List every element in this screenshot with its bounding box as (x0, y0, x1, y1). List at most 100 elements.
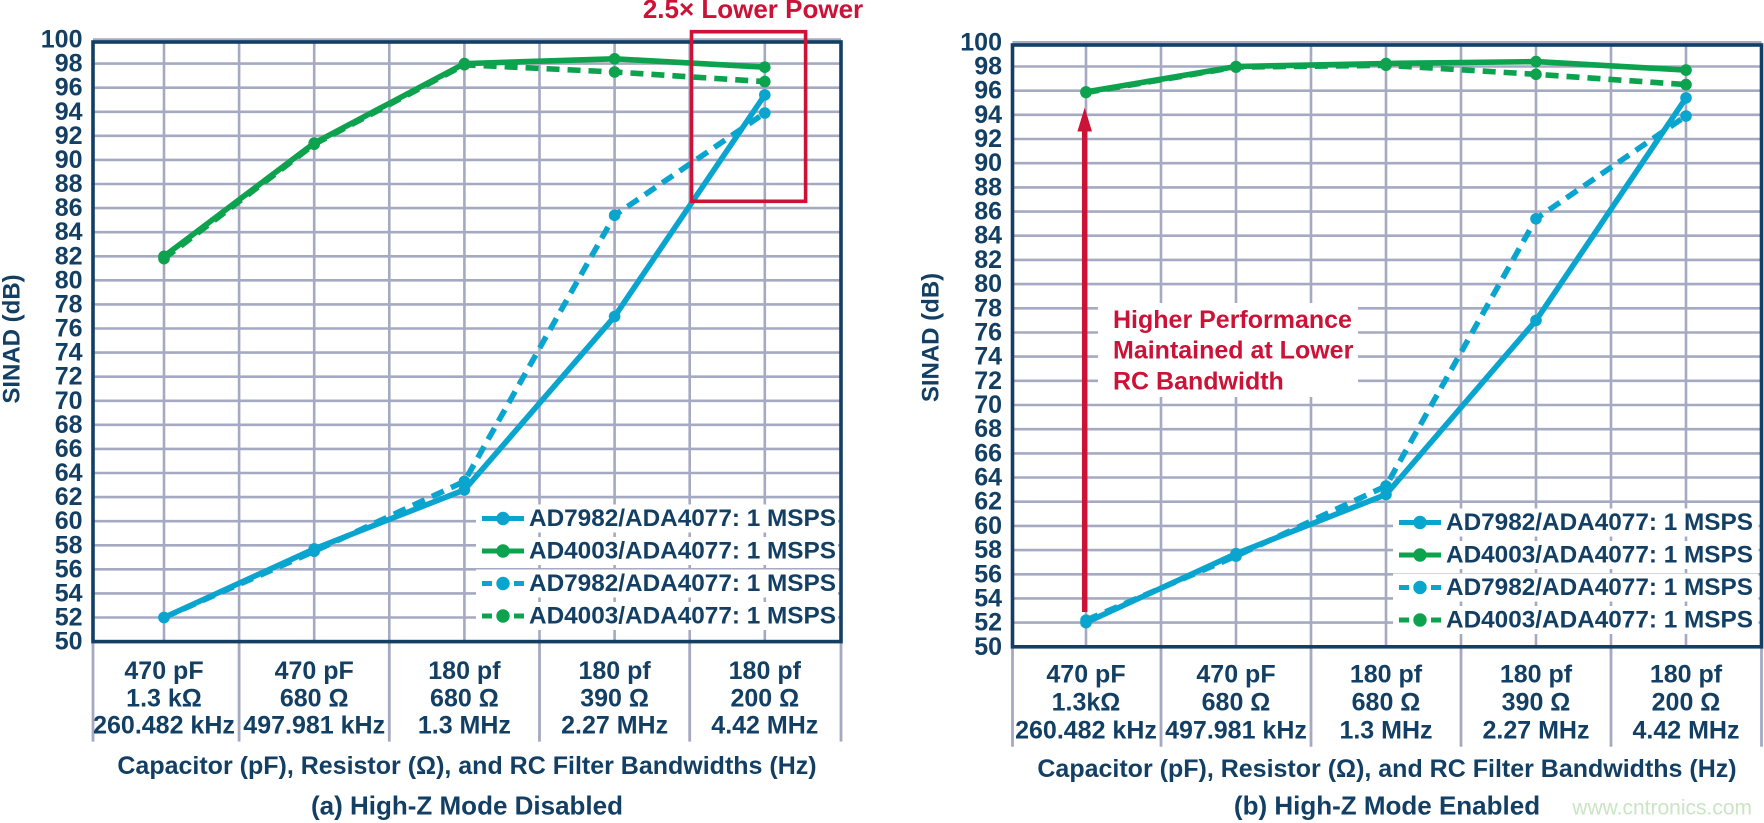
svg-text:390 Ω: 390 Ω (580, 684, 649, 712)
svg-text:78: 78 (55, 290, 83, 318)
svg-text:680 Ω: 680 Ω (1202, 689, 1271, 717)
svg-text:54: 54 (974, 584, 1002, 612)
svg-text:4.42 MHz: 4.42 MHz (1633, 717, 1740, 745)
svg-text:82: 82 (974, 246, 1002, 274)
svg-text:390 Ω: 390 Ω (1502, 689, 1571, 717)
svg-text:80: 80 (974, 270, 1002, 298)
svg-text:58: 58 (974, 536, 1002, 564)
svg-text:66: 66 (974, 439, 1002, 467)
svg-text:SINAD (dB): SINAD (dB) (0, 274, 26, 403)
svg-text:AD7982/ADA4077: 1 MSPS: AD7982/ADA4077: 1 MSPS (1446, 509, 1753, 536)
svg-text:52: 52 (55, 604, 83, 632)
svg-text:50: 50 (974, 633, 1002, 661)
svg-text:66: 66 (55, 435, 83, 463)
svg-text:94: 94 (55, 98, 83, 126)
svg-text:94: 94 (974, 101, 1002, 129)
svg-text:497.981 kHz: 497.981 kHz (1165, 717, 1307, 745)
svg-text:200 Ω: 200 Ω (1652, 689, 1721, 717)
svg-text:56: 56 (55, 555, 83, 583)
svg-text:96: 96 (974, 77, 1002, 105)
svg-text:100: 100 (41, 26, 83, 54)
svg-text:60: 60 (55, 507, 83, 535)
svg-text:1.3 kΩ: 1.3 kΩ (126, 684, 202, 712)
svg-text:96: 96 (55, 74, 83, 102)
svg-text:Capacitor (pF), Resistor (Ω),: Capacitor (pF), Resistor (Ω), and RC Fil… (1037, 755, 1736, 783)
svg-text:470 pF: 470 pF (275, 657, 354, 685)
svg-text:470 pF: 470 pF (124, 657, 203, 685)
svg-text:98: 98 (974, 53, 1002, 81)
svg-text:Maintained at Lower: Maintained at Lower (1113, 337, 1354, 365)
svg-text:AD7982/ADA4077: 1 MSPS: AD7982/ADA4077: 1 MSPS (529, 505, 836, 532)
svg-text:2.5× Lower Power: 2.5× Lower Power (643, 0, 863, 24)
svg-text:AD7982/ADA4077: 1 MSPS: AD7982/ADA4077: 1 MSPS (1446, 574, 1753, 601)
svg-text:4.42 MHz: 4.42 MHz (711, 712, 818, 740)
svg-text:AD4003/ADA4077: 1 MSPS: AD4003/ADA4077: 1 MSPS (1446, 542, 1753, 569)
svg-text:90: 90 (55, 146, 83, 174)
svg-text:86: 86 (55, 194, 83, 222)
svg-text:56: 56 (974, 560, 1002, 588)
svg-text:72: 72 (55, 363, 83, 391)
svg-text:54: 54 (55, 579, 83, 607)
svg-text:74: 74 (55, 339, 83, 367)
svg-text:2.27 MHz: 2.27 MHz (1483, 717, 1590, 745)
svg-text:74: 74 (974, 343, 1002, 371)
svg-text:1.3 MHz: 1.3 MHz (418, 712, 511, 740)
svg-text:70: 70 (974, 391, 1002, 419)
svg-text:470 pF: 470 pF (1196, 660, 1275, 688)
svg-text:www.cntronics.com: www.cntronics.com (1571, 797, 1752, 820)
svg-text:180 pf: 180 pf (578, 657, 651, 685)
svg-text:SINAD (dB): SINAD (dB) (918, 273, 945, 402)
svg-text:82: 82 (55, 242, 83, 270)
svg-text:92: 92 (55, 122, 83, 150)
svg-text:680 Ω: 680 Ω (430, 684, 499, 712)
svg-text:88: 88 (55, 170, 83, 198)
svg-text:80: 80 (55, 266, 83, 294)
svg-text:680 Ω: 680 Ω (280, 684, 349, 712)
svg-text:200 Ω: 200 Ω (730, 684, 799, 712)
svg-text:60: 60 (974, 512, 1002, 540)
svg-text:260.482 kHz: 260.482 kHz (93, 712, 235, 740)
svg-text:88: 88 (974, 173, 1002, 201)
svg-text:260.482 kHz: 260.482 kHz (1015, 717, 1157, 745)
svg-text:68: 68 (55, 411, 83, 439)
svg-text:180 pf: 180 pf (1500, 660, 1573, 688)
svg-text:AD4003/ADA4077: 1 MSPS: AD4003/ADA4077: 1 MSPS (1446, 607, 1753, 634)
svg-text:100: 100 (960, 28, 1002, 56)
svg-text:70: 70 (55, 387, 83, 415)
svg-text:86: 86 (974, 198, 1002, 226)
svg-text:(a) High-Z Mode Disabled: (a) High-Z Mode Disabled (311, 791, 623, 821)
svg-text:1.3kΩ: 1.3kΩ (1052, 689, 1121, 717)
svg-text:(b) High-Z Mode Enabled: (b) High-Z Mode Enabled (1234, 791, 1540, 821)
svg-text:AD7982/ADA4077: 1 MSPS: AD7982/ADA4077: 1 MSPS (529, 570, 836, 597)
svg-text:62: 62 (974, 488, 1002, 516)
svg-text:180 pf: 180 pf (1650, 660, 1723, 688)
svg-text:AD4003/ADA4077: 1 MSPS: AD4003/ADA4077: 1 MSPS (529, 538, 836, 565)
svg-text:52: 52 (974, 609, 1002, 637)
svg-text:64: 64 (55, 459, 83, 487)
svg-text:2.27 MHz: 2.27 MHz (561, 712, 668, 740)
svg-text:92: 92 (974, 125, 1002, 153)
svg-text:680 Ω: 680 Ω (1352, 689, 1421, 717)
svg-text:76: 76 (55, 315, 83, 343)
svg-text:58: 58 (55, 531, 83, 559)
svg-text:180 pf: 180 pf (729, 657, 802, 685)
svg-text:78: 78 (974, 294, 1002, 322)
svg-text:497.981 kHz: 497.981 kHz (243, 712, 385, 740)
svg-text:RC Bandwidth: RC Bandwidth (1113, 367, 1284, 395)
svg-text:Higher Performance: Higher Performance (1113, 306, 1352, 334)
svg-text:68: 68 (974, 415, 1002, 443)
svg-text:470 pF: 470 pF (1046, 660, 1125, 688)
svg-text:1.3 MHz: 1.3 MHz (1339, 717, 1432, 745)
svg-text:98: 98 (55, 50, 83, 78)
svg-text:180 pf: 180 pf (1350, 660, 1423, 688)
svg-text:62: 62 (55, 483, 83, 511)
svg-text:64: 64 (974, 464, 1002, 492)
svg-text:Capacitor (pF), Resistor (Ω),: Capacitor (pF), Resistor (Ω), and RC Fil… (117, 752, 816, 780)
svg-text:84: 84 (974, 222, 1002, 250)
svg-text:84: 84 (55, 218, 83, 246)
svg-text:50: 50 (55, 628, 83, 656)
svg-text:AD4003/ADA4077: 1 MSPS: AD4003/ADA4077: 1 MSPS (529, 603, 836, 630)
svg-text:180 pf: 180 pf (428, 657, 501, 685)
svg-text:72: 72 (974, 367, 1002, 395)
svg-text:90: 90 (974, 149, 1002, 177)
